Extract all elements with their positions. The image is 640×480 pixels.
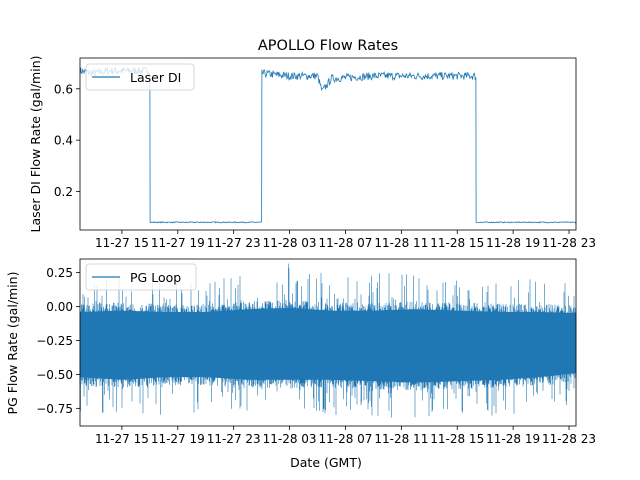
bottom-y-tick-label: −0.75 <box>36 402 73 416</box>
bottom-y-tick-label: 0.25 <box>46 266 73 280</box>
bottom-legend-label: PG Loop <box>130 270 181 285</box>
top-y-tick-label: 0.6 <box>54 82 73 96</box>
top-x-tick-label: 11-28 23 <box>542 236 596 250</box>
laser-di-chart: APOLLO Flow Rates 0.20.40.6 11-27 15 11-2… <box>28 38 596 250</box>
bottom-y-tick-label: −0.25 <box>36 334 73 348</box>
bottom-x-tick-label: 11-28 15 <box>430 432 484 446</box>
top-x-tick-label: 11-28 15 <box>430 236 484 250</box>
bottom-y-tick-label: 0.00 <box>46 300 73 314</box>
top-legend: Laser DI <box>85 63 195 91</box>
bottom-legend-box <box>85 263 197 291</box>
top-x-tick-label: 11-27 19 <box>151 236 205 250</box>
bottom-x-tick-label: 11-28 03 <box>263 432 317 446</box>
top-y-tick-label: 0.2 <box>54 185 73 199</box>
laser-di-line <box>79 65 577 224</box>
bottom-y-axis-label: PG Flow Rate (gal/min) <box>5 272 20 415</box>
top-x-tick-label: 11-27 15 <box>95 236 149 250</box>
bottom-x-tick-label: 11-28 11 <box>374 432 428 446</box>
top-legend-box <box>85 63 195 91</box>
laser-di-series <box>79 65 577 224</box>
top-x-tick-label: 11-28 11 <box>374 236 428 250</box>
pg-loop-chart: 0.25 0.00 −0.25 −0.50 −0.75 11-27 15 11-27 19… <box>5 258 596 470</box>
top-x-tick-label: 11-28 19 <box>486 236 540 250</box>
bottom-y-tick-label: −0.50 <box>36 368 73 382</box>
top-y-tick-label: 0.4 <box>54 134 73 148</box>
chart-title: APOLLO Flow Rates <box>258 38 398 54</box>
top-x-ticks: 11-27 15 11-27 19 11-27 23 11-28 03 11-28 07… <box>95 230 596 250</box>
top-axes-frame <box>79 57 577 231</box>
bottom-y-ticks: 0.25 0.00 −0.25 −0.50 −0.75 <box>36 266 80 416</box>
bottom-x-tick-label: 11-27 19 <box>151 432 205 446</box>
bottom-x-tick-label: 11-27 15 <box>95 432 149 446</box>
top-x-tick-label: 11-28 03 <box>263 236 317 250</box>
top-x-tick-label: 11-28 07 <box>318 236 372 250</box>
bottom-x-tick-label: 11-28 23 <box>542 432 596 446</box>
bottom-x-tick-label: 11-27 23 <box>207 432 261 446</box>
bottom-legend: PG Loop <box>85 263 197 291</box>
bottom-axes-frame <box>79 258 577 427</box>
bottom-x-tick-label: 11-28 19 <box>486 432 540 446</box>
top-y-axis-label: Laser DI Flow Rate (gal/min) <box>28 56 43 233</box>
bottom-x-tick-label: 11-28 07 <box>318 432 372 446</box>
top-legend-label: Laser DI <box>130 70 181 85</box>
bottom-x-axis-label: Date (GMT) <box>290 455 362 470</box>
pg-loop-band <box>80 307 576 383</box>
top-x-tick-label: 11-27 23 <box>207 236 261 250</box>
bottom-x-ticks: 11-27 15 11-27 19 11-27 23 11-28 03 11-28 07… <box>95 426 596 446</box>
top-y-ticks: 0.2 0.4 0.6 <box>54 82 80 199</box>
